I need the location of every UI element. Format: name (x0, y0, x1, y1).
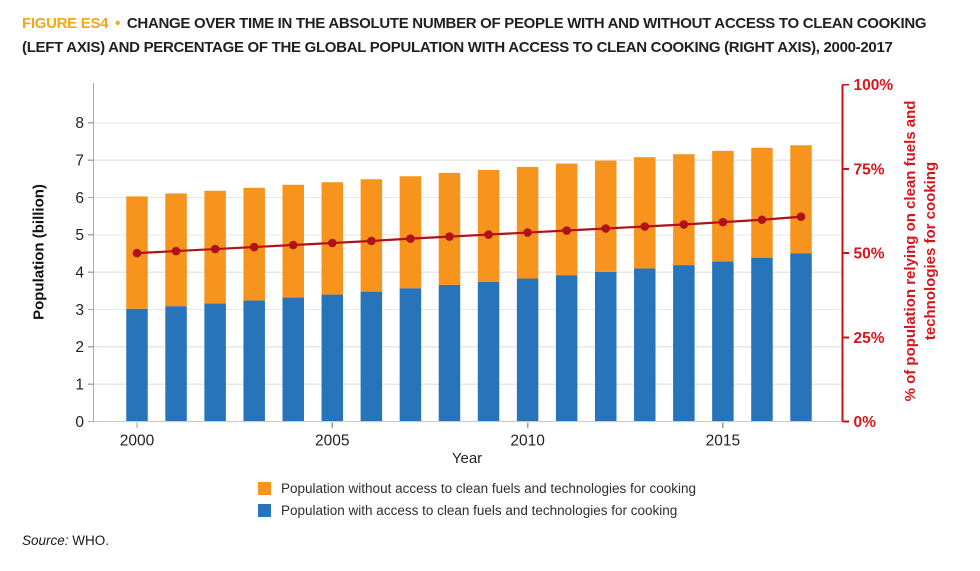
bar-with-access-2008 (438, 284, 461, 422)
svg-text:75%: 75% (854, 161, 885, 178)
pct-line-series (132, 212, 806, 258)
bar-without-access-2009 (477, 169, 500, 282)
right-axis-title-line1: % of population relying on clean fuels a… (902, 100, 919, 402)
svg-text:2015: 2015 (706, 433, 740, 450)
figure-number-label: FIGURE ES4 (22, 15, 109, 32)
bar-with-access-2014 (673, 265, 695, 422)
pct-dot-2012 (601, 224, 611, 233)
pct-dot-2013 (640, 222, 650, 231)
bar-with-access-2011 (555, 275, 578, 422)
bar-without-access-2010 (516, 166, 539, 279)
bar-with-access-2003 (243, 300, 265, 422)
stacked-bars (126, 145, 812, 422)
figure-title-text: CHANGE OVER TIME IN THE ABSOLUTE NUMBER … (22, 15, 927, 56)
bar-without-access-2016 (751, 147, 773, 258)
pct-dot-2010 (523, 228, 532, 237)
legend-item-without-access: Population without access to clean fuels… (258, 481, 696, 496)
bar-without-access-2008 (438, 172, 461, 285)
svg-text:100%: 100% (854, 77, 894, 94)
bar-without-access-2012 (594, 160, 617, 272)
svg-text:3: 3 (75, 302, 84, 319)
svg-text:7: 7 (75, 152, 84, 169)
bar-without-access-2013 (634, 157, 656, 269)
bar-with-access-2001 (165, 306, 187, 422)
svg-text:1: 1 (75, 376, 84, 393)
bar-with-access-2012 (594, 271, 617, 422)
bar-with-access-2015 (712, 261, 734, 422)
figure-title: FIGURE ES4 • CHANGE OVER TIME IN THE ABS… (22, 12, 970, 60)
bar-with-access-2006 (360, 291, 383, 422)
right-axis: 0% 25% 50% 75% 100% (841, 77, 894, 431)
pct-dot-2008 (445, 232, 454, 241)
pct-dot-2011 (562, 226, 571, 235)
orange-swatch-icon (258, 482, 271, 495)
chart-legend: Population without access to clean fuels… (258, 481, 696, 518)
source-value: WHO. (72, 533, 110, 548)
pct-dot-2009 (484, 230, 493, 239)
svg-text:8: 8 (75, 115, 84, 132)
bar-with-access-2000 (126, 308, 148, 422)
bar-without-access-2005 (321, 182, 344, 295)
pct-dot-2002 (210, 244, 220, 254)
bar-with-access-2004 (282, 297, 304, 422)
svg-text:5: 5 (75, 227, 84, 244)
svg-text:0%: 0% (854, 414, 877, 431)
pct-dot-2015 (718, 217, 728, 227)
svg-text:50%: 50% (854, 246, 885, 263)
bullet-icon: • (115, 15, 121, 32)
svg-text:2010: 2010 (510, 433, 545, 450)
pct-dot-2007 (406, 234, 415, 243)
bar-with-access-2005 (321, 294, 344, 422)
left-axis: 0 1 2 3 4 5 6 7 8 (75, 83, 95, 431)
bar-without-access-2007 (399, 176, 422, 289)
pct-dot-2016 (757, 215, 767, 225)
svg-text:2000: 2000 (120, 433, 155, 450)
bar-with-access-2002 (204, 303, 226, 422)
svg-text:6: 6 (75, 190, 84, 207)
pct-dot-2004 (288, 240, 298, 250)
bar-without-access-2006 (360, 179, 383, 292)
pct-dot-2003 (249, 242, 259, 252)
bar-with-access-2016 (751, 257, 773, 422)
svg-text:2: 2 (75, 339, 84, 356)
svg-text:0: 0 (75, 414, 84, 431)
legend-label: Population without access to clean fuels… (281, 481, 697, 496)
left-axis-title: Population (billion) (30, 184, 48, 320)
bar-without-access-2014 (673, 154, 695, 266)
bar-without-access-2017 (790, 145, 812, 254)
source-note: Source: WHO. (22, 533, 109, 548)
right-axis-title: % of population relying on clean fuels a… (901, 101, 941, 402)
blue-swatch-icon (258, 504, 271, 517)
bar-with-access-2009 (477, 281, 500, 422)
legend-item-with-access: Population with access to clean fuels an… (258, 503, 696, 518)
bar-with-access-2013 (634, 268, 656, 422)
pct-dot-2005 (328, 238, 337, 248)
svg-text:4: 4 (75, 264, 84, 281)
pct-dot-2001 (171, 246, 181, 256)
legend-label: Population with access to clean fuels an… (281, 503, 678, 518)
pct-dot-2006 (367, 236, 376, 246)
bar-with-access-2007 (399, 288, 422, 422)
bar-without-access-2015 (712, 150, 734, 262)
bar-without-access-2011 (555, 163, 578, 276)
svg-text:2005: 2005 (315, 433, 349, 450)
bar-with-access-2017 (790, 253, 812, 422)
svg-text:25%: 25% (854, 330, 885, 347)
bar-with-access-2010 (516, 278, 539, 422)
pct-dot-2017 (796, 212, 806, 222)
x-axis-title: Year (451, 450, 483, 467)
source-label: Source: (22, 533, 69, 548)
pct-dot-2000 (132, 248, 142, 258)
x-axis-ticks: 2000 2005 2010 2015 (120, 422, 740, 450)
right-axis-title-line2: technologies for cooking (922, 161, 939, 341)
pct-dot-2014 (679, 220, 689, 229)
